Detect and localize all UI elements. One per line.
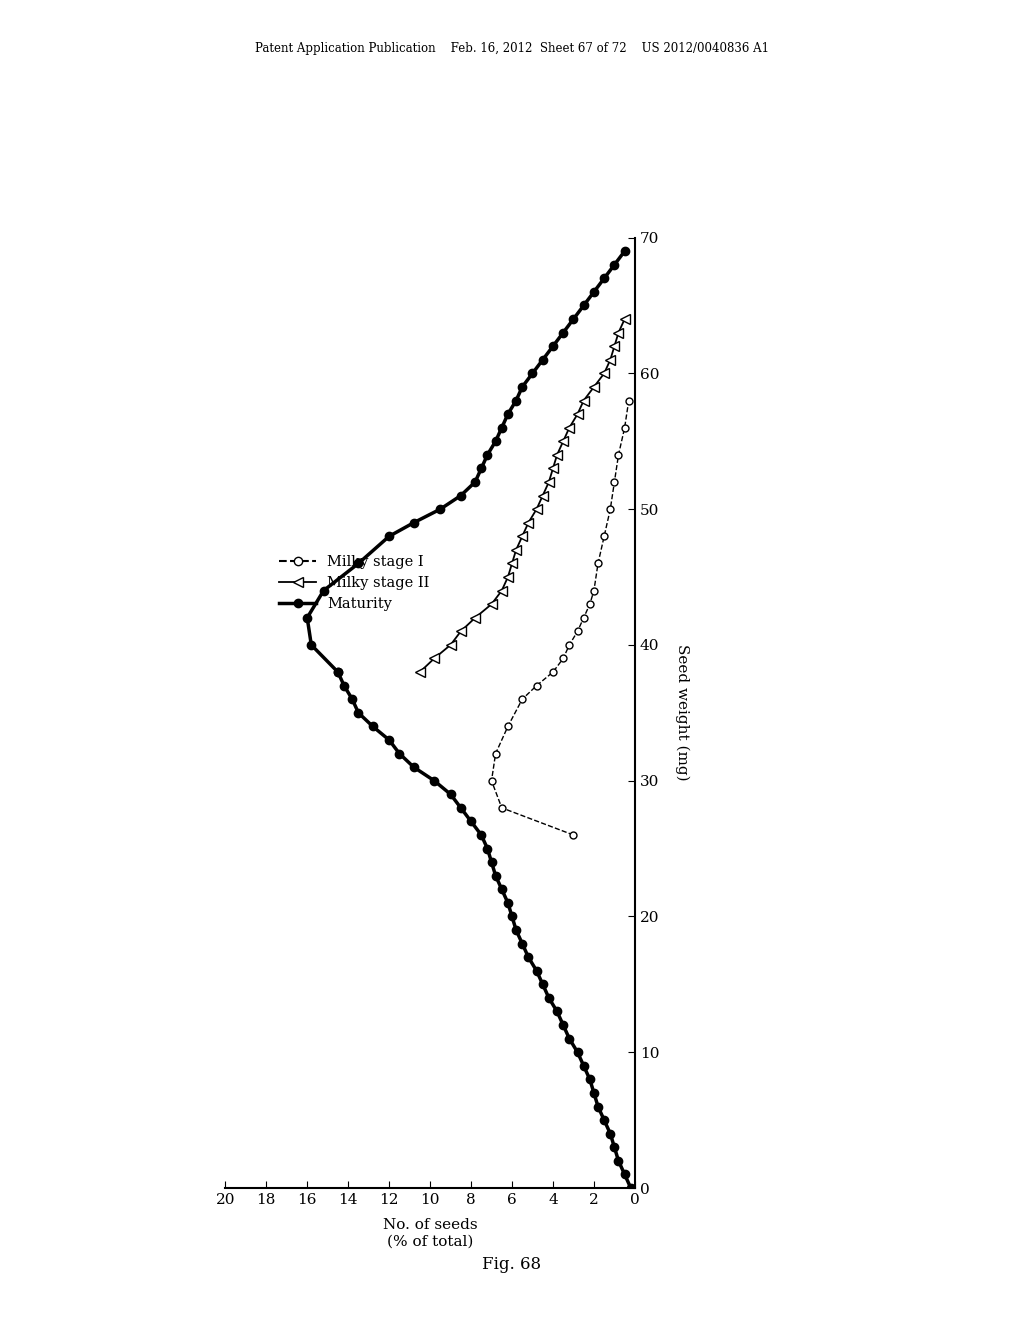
Text: Patent Application Publication    Feb. 16, 2012  Sheet 67 of 72    US 2012/00408: Patent Application Publication Feb. 16, …: [255, 42, 769, 55]
Text: Fig. 68: Fig. 68: [482, 1257, 542, 1272]
Y-axis label: Seed weight (mg): Seed weight (mg): [676, 644, 690, 781]
X-axis label: No. of seeds
(% of total): No. of seeds (% of total): [383, 1218, 477, 1249]
Legend: Milky stage I, Milky stage II, Maturity: Milky stage I, Milky stage II, Maturity: [273, 549, 435, 618]
